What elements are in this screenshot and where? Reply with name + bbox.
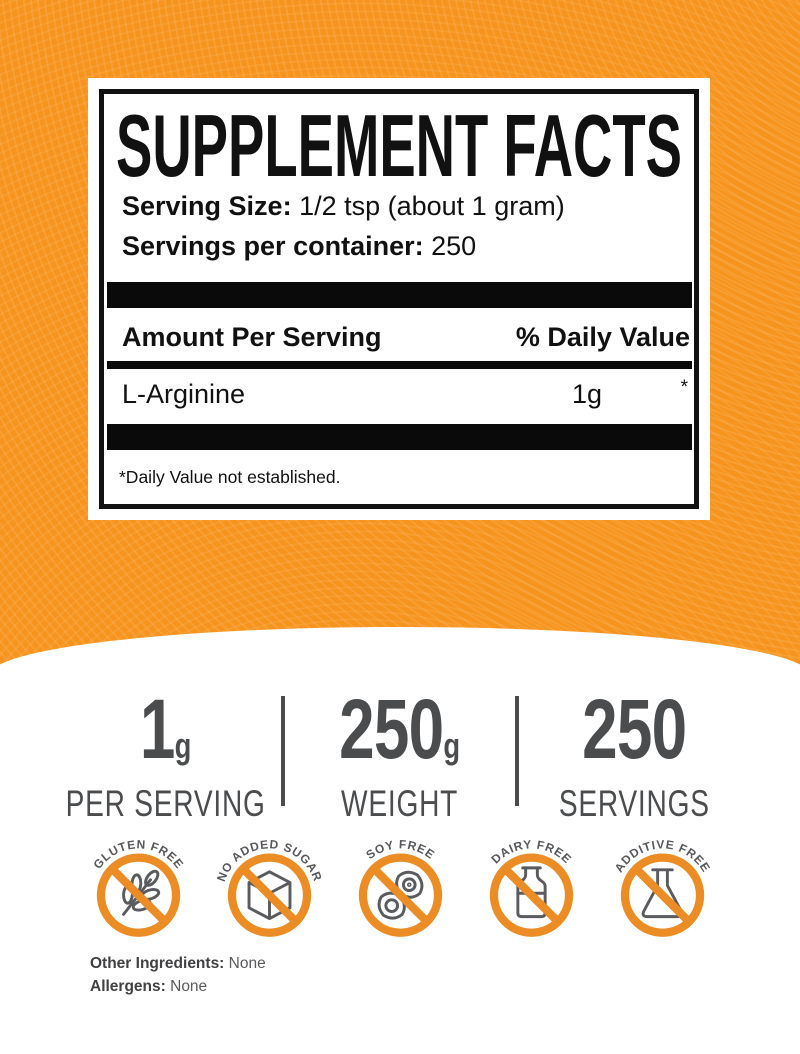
stat-per-serving-number: 1g xyxy=(66,687,266,783)
stat-weight-label: WEIGHT xyxy=(341,783,459,824)
stat-divider xyxy=(515,696,519,806)
other-ingredients-line: Other Ingredients: None xyxy=(90,952,266,975)
ingredient-row: L-Arginine 1g * xyxy=(122,377,690,410)
facts-header-row: Amount Per Serving % Daily Value xyxy=(122,321,690,353)
daily-value-footnote: *Daily Value not established. xyxy=(119,467,341,487)
badge-soy-free: SOY FREE xyxy=(337,825,464,941)
no-symbol-icon xyxy=(489,853,573,937)
stat-value: 1 xyxy=(140,682,176,776)
stat-servings-label: SERVINGS xyxy=(558,783,710,824)
no-symbol-icon xyxy=(358,853,442,937)
facts-panel-border xyxy=(99,89,699,509)
stat-value: 250 xyxy=(339,682,445,776)
stat-weight-number: 250g xyxy=(340,687,461,783)
daily-value-asterisk: * xyxy=(680,377,688,398)
badge-dairy-free-label: DAIRY FREE xyxy=(488,837,573,866)
stat-per-serving: 1g PER SERVING xyxy=(53,687,279,824)
serving-size-label: Serving Size: xyxy=(122,191,292,221)
serving-size-value: 1/2 tsp (about 1 gram) xyxy=(291,191,565,221)
supplement-facts-panel: SUPPLEMENT FACTS Serving Size: 1/2 tsp (… xyxy=(88,78,710,520)
stat-servings: 250 SERVINGS xyxy=(521,687,747,824)
amount-per-serving-header: Amount Per Serving xyxy=(122,322,382,352)
ingredient-amount: 1g xyxy=(571,379,602,409)
stat-servings-number: 250 xyxy=(559,687,710,783)
stat-unit: g xyxy=(443,725,461,766)
allergens-label: Allergens: xyxy=(90,978,166,995)
other-ingredients-value: None xyxy=(224,955,266,972)
other-ingredients-label: Other Ingredients: xyxy=(90,955,225,972)
badge-row: GLUTEN FREE xyxy=(0,825,800,941)
no-symbol-icon xyxy=(227,853,311,937)
divider-bar-bottom xyxy=(107,424,692,450)
badge-gluten-free: GLUTEN FREE xyxy=(75,825,202,941)
stat-divider xyxy=(281,696,285,806)
allergens-line: Allergens: None xyxy=(90,975,266,998)
stat-value: 250 xyxy=(581,682,687,776)
facts-title-text: SUPPLEMENT FACTS xyxy=(116,106,682,182)
svg-text:DAIRY FREE: DAIRY FREE xyxy=(488,837,574,866)
stats-strip: 1g PER SERVING 250g WEIGHT 250 SERVINGS xyxy=(0,687,800,824)
facts-title: SUPPLEMENT FACTS xyxy=(116,106,682,182)
ingredient-notes: Other Ingredients: None Allergens: None xyxy=(90,952,266,998)
soybean-icon xyxy=(377,870,423,920)
divider-bar-thin xyxy=(107,361,692,369)
no-symbol-icon xyxy=(620,853,704,937)
servings-label: Servings per container: xyxy=(122,231,424,261)
servings-per-container-line: Servings per container: 250 xyxy=(122,230,688,262)
no-symbol-icon xyxy=(96,853,180,937)
stat-unit: g xyxy=(175,725,192,766)
serving-size-line: Serving Size: 1/2 tsp (about 1 gram) xyxy=(122,190,688,222)
stat-weight: 250g WEIGHT xyxy=(287,687,513,824)
ingredient-name: L-Arginine xyxy=(122,379,246,409)
divider-bar-top xyxy=(107,282,692,308)
badge-additive-free: ADDITIVE FREE xyxy=(599,825,726,941)
daily-value-header: % Daily Value xyxy=(515,322,690,352)
curve-divider xyxy=(0,627,800,687)
stat-per-serving-label: PER SERVING xyxy=(65,783,267,824)
allergens-value: None xyxy=(165,978,208,995)
badge-no-added-sugar: NO ADDED SUGAR xyxy=(206,825,333,941)
badge-dairy-free: DAIRY FREE xyxy=(468,825,595,941)
servings-value: 250 xyxy=(423,231,477,261)
